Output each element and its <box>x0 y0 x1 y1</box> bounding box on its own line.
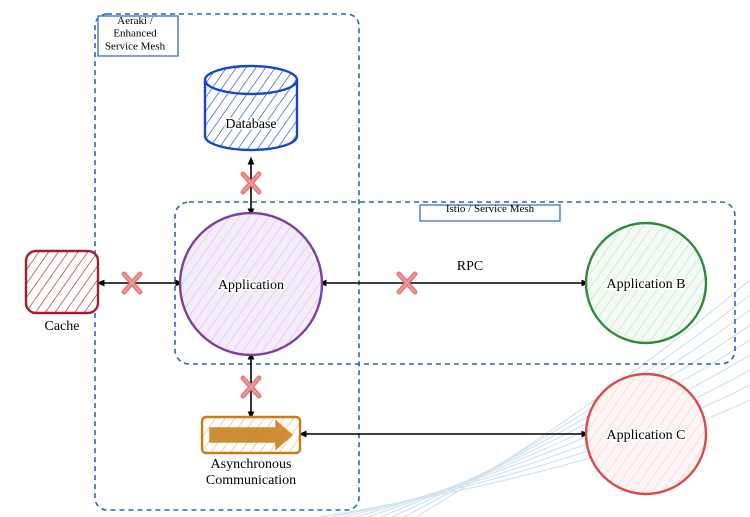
node-appC: Application C <box>586 374 706 494</box>
diagram-canvas: Aeraki /EnhancedService MeshIstio / Serv… <box>0 0 750 517</box>
edge-application-appB: RPC <box>322 259 586 292</box>
edge-database-application <box>243 160 259 213</box>
node-appB: Application B <box>586 223 706 343</box>
node-cache: Cache <box>26 251 98 334</box>
node-label: Application <box>218 278 284 293</box>
node-application: Application <box>180 213 322 355</box>
svg-text:Istio / Service Mesh: Istio / Service Mesh <box>446 203 535 215</box>
node-label: Application C <box>607 428 686 443</box>
node-async: AsynchronousCommunication <box>202 417 300 488</box>
node-label: Database <box>225 117 276 132</box>
node-database: Database <box>205 66 297 150</box>
node-label: AsynchronousCommunication <box>206 457 296 488</box>
svg-text:RPC: RPC <box>457 259 483 274</box>
edge-cache-application <box>100 274 180 292</box>
node-label: Application B <box>607 277 686 292</box>
node-label: Cache <box>45 319 80 334</box>
